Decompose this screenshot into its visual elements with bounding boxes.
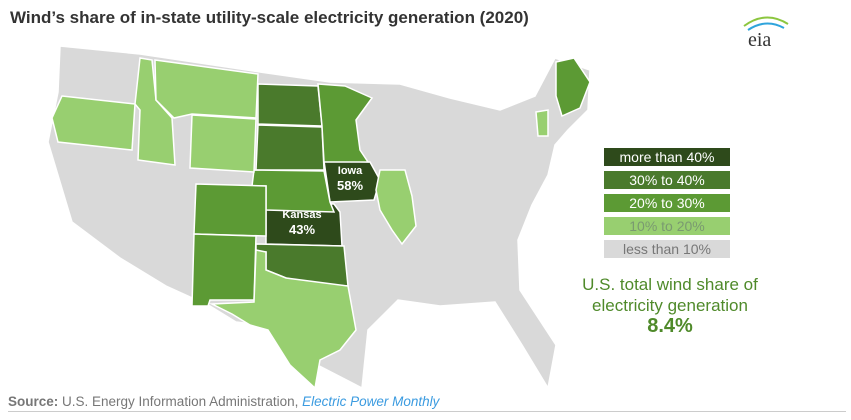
state-colorado [193,183,267,237]
state-wyoming [189,114,257,173]
legend-30-to-40: 30% to 40% [604,171,730,189]
state-maine [555,57,591,118]
summary-line1: U.S. total wind share of [582,275,758,294]
svg-text:eia: eia [748,29,771,51]
divider [8,411,846,412]
legend-10-to-20: 10% to 20% [604,217,730,235]
state-montana [154,59,259,119]
iowa-name: Iowa [338,165,363,177]
iowa-label: Iowa 58% [337,165,363,193]
us-total-summary: U.S. total wind share of electricity gen… [560,274,780,337]
state-oregon [51,95,136,151]
state-texas [209,249,357,390]
state-new-mexico [191,233,257,307]
kansas-name: Kansas [282,209,321,221]
legend-more-than-40: more than 40% [604,148,730,166]
eia-logo: eia [743,16,789,51]
state-south-dakota [255,124,325,171]
summary-value: 8.4% [647,315,693,337]
source-text: U.S. Energy Information Administration, [58,394,303,409]
source-link[interactable]: Electric Power Monthly [302,394,440,409]
kansas-value: 43% [289,222,315,237]
source-note: Source: U.S. Energy Information Administ… [8,394,439,409]
kansas-label: Kansas 43% [282,209,321,237]
legend-less-than-10: less than 10% [604,240,730,258]
iowa-value: 58% [337,178,363,193]
summary-line2: electricity generation [592,296,748,315]
state-vermont [535,109,549,137]
state-north-dakota [257,83,323,127]
state-illinois [375,169,417,246]
map-title: Wind’s share of in-state utility-scale e… [10,8,529,27]
legend-20-to-30: 20% to 30% [604,194,730,212]
source-label: Source: [8,394,59,409]
state-idaho [134,57,176,166]
state-minnesota [317,83,374,163]
